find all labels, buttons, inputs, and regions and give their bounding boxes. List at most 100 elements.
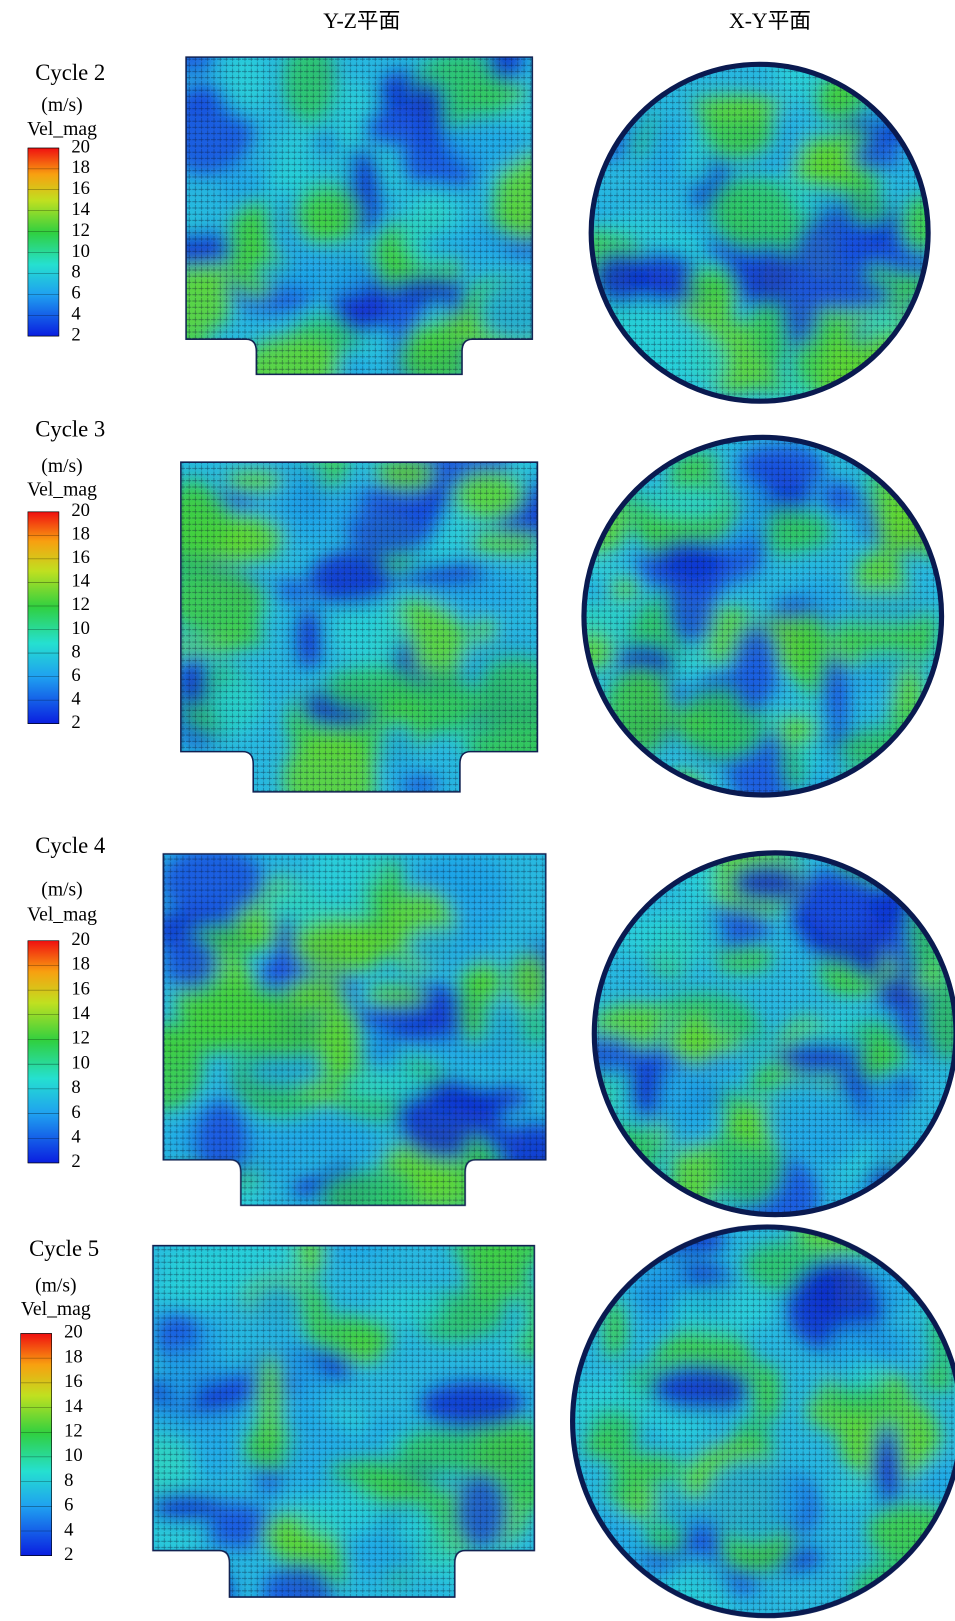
field-blob xyxy=(903,1556,955,1621)
colorbar-tick-label: 18 xyxy=(71,157,90,178)
field-blob xyxy=(866,1586,898,1621)
quantity-label: Vel_mag xyxy=(27,480,97,501)
xy-plane-field xyxy=(541,1185,955,1621)
colorbar-tick-label: 18 xyxy=(71,524,90,545)
field-blob xyxy=(885,447,955,496)
field-blob xyxy=(612,831,685,886)
colorbar-tick-label: 12 xyxy=(64,1421,83,1442)
colorbar-tick-label: 4 xyxy=(71,688,80,709)
cycle-label: Cycle 2 xyxy=(35,60,105,85)
field-blob xyxy=(541,1561,619,1585)
colorbar-tick-label: 8 xyxy=(71,262,80,283)
vector-overlay xyxy=(186,57,532,374)
colorbar-tick-label: 20 xyxy=(71,929,90,950)
colorbar-tick-label: 4 xyxy=(71,303,80,324)
field-blob xyxy=(868,416,955,473)
colorbar-tick-label: 16 xyxy=(71,978,90,999)
colorbar-tick-label: 2 xyxy=(71,324,80,345)
cycle-label: Cycle 4 xyxy=(35,833,105,858)
field-blob xyxy=(612,830,643,900)
colorbar-tick-label: 18 xyxy=(64,1346,83,1367)
field-blob xyxy=(923,768,955,821)
colorbar-tick-label: 10 xyxy=(71,1052,90,1073)
field-blob xyxy=(934,858,955,909)
field-blob xyxy=(468,1582,544,1607)
colorbar-tick-label: 20 xyxy=(64,1322,83,1343)
colorbar-tick-label: 6 xyxy=(71,283,80,304)
colorbar-tick-label: 16 xyxy=(71,178,90,199)
field-blob xyxy=(597,851,650,885)
field-blob xyxy=(560,21,654,105)
colorbar-tick-label: 6 xyxy=(71,1102,80,1123)
colorbar-tick-label: 16 xyxy=(71,547,90,568)
field-blob xyxy=(892,1165,953,1229)
colorbar-tick-label: 10 xyxy=(71,241,90,262)
field-blob xyxy=(568,889,623,946)
quantity-label: Vel_mag xyxy=(27,904,97,925)
colorbar-tick-label: 18 xyxy=(71,954,90,975)
colorbar-tick-label: 10 xyxy=(64,1445,83,1466)
colorbar-tick-label: 8 xyxy=(71,1077,80,1098)
colorbar-tick-label: 8 xyxy=(64,1470,73,1491)
colorbar-tick-label: 10 xyxy=(71,618,90,639)
field-blob xyxy=(579,1250,606,1299)
yz-plane-field xyxy=(124,841,579,1223)
field-blob xyxy=(559,423,616,494)
page: {"column_headers":["Y-Z平面","X-Y平面"], "ro… xyxy=(0,0,955,1621)
colorbar-tick-label: 6 xyxy=(64,1495,73,1516)
colorbar-tick-label: 20 xyxy=(71,500,90,521)
unit-label: (m/s) xyxy=(35,1275,76,1296)
field-blob xyxy=(898,375,927,401)
colorbar xyxy=(28,512,59,724)
colorbar-tick-label: 6 xyxy=(71,665,80,686)
column-header: X-Y平面 xyxy=(729,9,811,33)
colorbar-tick-label: 14 xyxy=(71,199,90,220)
field-blob xyxy=(889,1185,955,1264)
colorbar-tick-label: 20 xyxy=(71,136,90,157)
colorbar-tick-label: 2 xyxy=(71,1151,80,1172)
field-blob xyxy=(542,1215,621,1283)
field-blob xyxy=(586,68,653,97)
unit-label: (m/s) xyxy=(41,456,82,477)
field-blob xyxy=(903,1233,955,1258)
colorbar-tick-label: 16 xyxy=(64,1371,83,1392)
colorbar-tick-label: 14 xyxy=(71,1003,90,1024)
colorbar-tick-label: 12 xyxy=(71,1028,90,1049)
colorbar-tick-label: 4 xyxy=(71,1127,80,1148)
field-blob xyxy=(924,1162,951,1249)
colorbar-tick-label: 8 xyxy=(71,641,80,662)
field-blob xyxy=(582,330,616,368)
colorbar-tick-label: 14 xyxy=(64,1396,83,1417)
colorbar-tick-label: 12 xyxy=(71,220,90,241)
vector-overlay xyxy=(153,1246,534,1597)
column-header: Y-Z平面 xyxy=(323,9,400,33)
field-blob xyxy=(915,757,949,822)
colorbar-tick-label: 12 xyxy=(71,594,90,615)
field-blob xyxy=(572,367,614,434)
colorbar xyxy=(28,941,59,1163)
colorbar xyxy=(28,148,59,336)
vector-overlay xyxy=(181,462,538,792)
unit-label: (m/s) xyxy=(41,95,82,116)
field-blob xyxy=(922,1566,955,1621)
quantity-label: Vel_mag xyxy=(21,1299,91,1320)
field-blob xyxy=(602,1580,646,1621)
figure: Y-Z平面 X-Y平面 Cycle 2(m/s)Vel_mag201816141… xyxy=(0,0,955,1621)
colorbar-tick-label: 14 xyxy=(71,571,90,592)
colorbar-tick-label: 2 xyxy=(64,1544,73,1565)
field-blob xyxy=(145,1563,234,1621)
field-blob xyxy=(539,749,629,821)
unit-label: (m/s) xyxy=(41,880,82,901)
yz-plane-field xyxy=(123,1219,570,1621)
xy-plane-field xyxy=(539,398,955,824)
cycle-label: Cycle 5 xyxy=(29,1236,99,1261)
vector-overlay xyxy=(163,854,545,1205)
colorbar-tick-label: 4 xyxy=(64,1519,73,1540)
cycle-label: Cycle 3 xyxy=(35,416,105,441)
colorbar xyxy=(21,1333,52,1555)
yz-plane-field xyxy=(138,33,562,410)
xy-plane-field xyxy=(551,21,955,435)
field-blob xyxy=(543,1266,620,1299)
field-blob xyxy=(904,1565,955,1619)
yz-plane-field xyxy=(142,433,572,825)
